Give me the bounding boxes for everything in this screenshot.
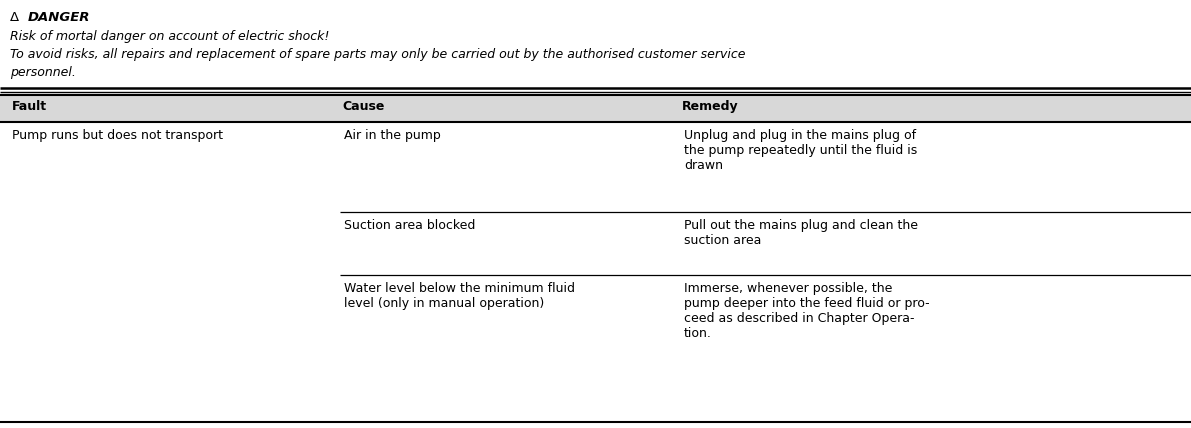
Text: DANGER: DANGER — [29, 11, 91, 24]
Text: Cause: Cause — [342, 100, 385, 113]
Text: Air in the pump: Air in the pump — [344, 129, 441, 142]
Text: Risk of mortal danger on account of electric shock!: Risk of mortal danger on account of elec… — [10, 30, 330, 43]
Text: Unplug and plug in the mains plug of
the pump repeatedly until the fluid is
draw: Unplug and plug in the mains plug of the… — [684, 129, 917, 172]
Text: Remedy: Remedy — [682, 100, 738, 113]
Text: Δ: Δ — [10, 11, 19, 24]
Text: To avoid risks, all repairs and replacement of spare parts may only be carried o: To avoid risks, all repairs and replacem… — [10, 48, 746, 61]
Text: Pump runs but does not transport: Pump runs but does not transport — [12, 129, 223, 142]
Text: Suction area blocked: Suction area blocked — [344, 219, 475, 232]
Text: Water level below the minimum fluid
level (only in manual operation): Water level below the minimum fluid leve… — [344, 282, 575, 310]
Text: Fault: Fault — [12, 100, 48, 113]
Text: personnel.: personnel. — [10, 66, 76, 79]
Bar — [0, 95, 1191, 122]
Text: Immerse, whenever possible, the
pump deeper into the feed fluid or pro-
ceed as : Immerse, whenever possible, the pump dee… — [684, 282, 930, 340]
Text: Pull out the mains plug and clean the
suction area: Pull out the mains plug and clean the su… — [684, 219, 918, 247]
